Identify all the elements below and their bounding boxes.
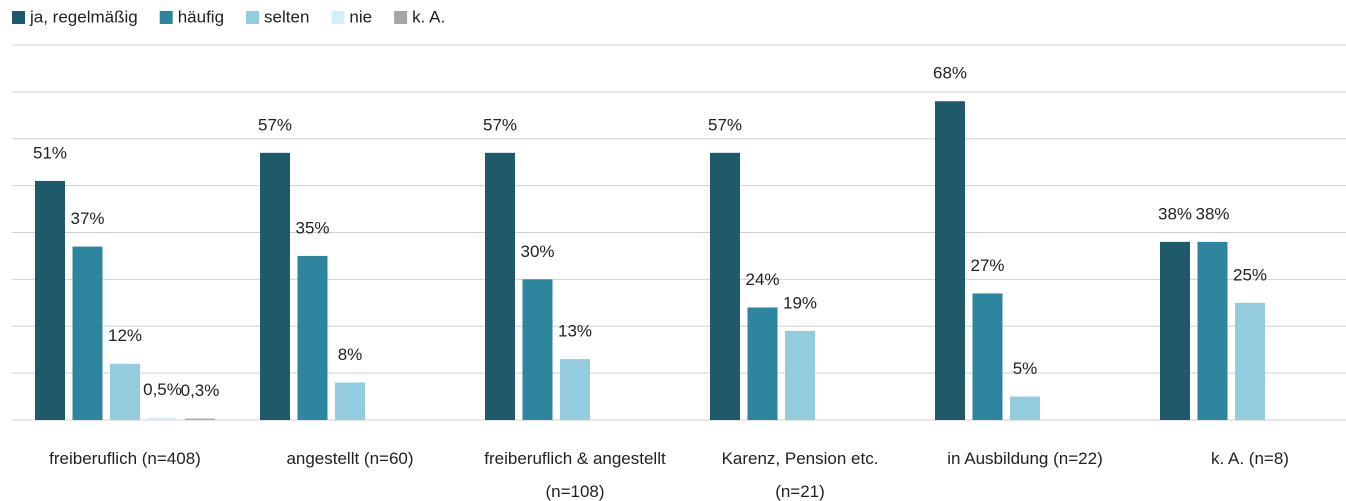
x-tick-label: freiberuflich & angestellt (n=108) bbox=[484, 449, 666, 501]
legend-label: häufig bbox=[178, 7, 224, 26]
bar bbox=[1160, 241, 1190, 420]
legend-swatch bbox=[159, 11, 173, 24]
bar bbox=[972, 293, 1003, 420]
bar bbox=[110, 363, 140, 420]
bar bbox=[35, 180, 65, 420]
data-label: 38% bbox=[1158, 204, 1192, 223]
data-label: 25% bbox=[1233, 265, 1267, 284]
data-label: 12% bbox=[108, 326, 142, 345]
data-label: 35% bbox=[295, 218, 329, 237]
x-tick-label: angestellt (n=60) bbox=[286, 449, 414, 468]
x-tick-label: k. A. (n=8) bbox=[1211, 449, 1289, 468]
bar bbox=[560, 359, 590, 420]
legend-label: selten bbox=[264, 7, 309, 26]
bar bbox=[485, 152, 515, 420]
bar bbox=[72, 246, 103, 420]
legend-swatch bbox=[394, 11, 408, 24]
data-label: 27% bbox=[970, 256, 1004, 275]
data-label: 5% bbox=[1013, 359, 1038, 378]
data-label: 13% bbox=[558, 322, 592, 341]
data-label: 51% bbox=[33, 143, 67, 162]
x-tick-label: in Ausbildung (n=22) bbox=[947, 449, 1103, 468]
bar bbox=[147, 417, 178, 420]
data-label: 68% bbox=[933, 64, 967, 83]
data-label: 57% bbox=[483, 115, 517, 134]
data-label: 8% bbox=[338, 345, 363, 364]
data-label: 0,5% bbox=[143, 380, 182, 399]
bar bbox=[185, 418, 215, 420]
data-label: 30% bbox=[520, 242, 554, 261]
bar bbox=[747, 307, 778, 420]
data-label: 57% bbox=[258, 115, 292, 134]
data-label: 19% bbox=[783, 293, 817, 312]
legend-swatch bbox=[246, 11, 260, 24]
bar bbox=[1010, 396, 1040, 420]
data-label: 38% bbox=[1195, 204, 1229, 223]
data-label: 0,3% bbox=[181, 381, 220, 400]
data-label: 24% bbox=[745, 270, 779, 289]
bar bbox=[1235, 302, 1265, 420]
bar bbox=[260, 152, 290, 420]
legend-label: nie bbox=[349, 7, 372, 26]
legend-label: k. A. bbox=[412, 7, 445, 26]
data-label: 57% bbox=[708, 115, 742, 134]
data-label: 37% bbox=[70, 209, 104, 228]
bar bbox=[1197, 241, 1228, 420]
bar bbox=[710, 152, 740, 420]
bar bbox=[935, 101, 965, 420]
legend-swatch bbox=[331, 11, 345, 24]
x-tick-label: freiberuflich (n=408) bbox=[49, 449, 201, 468]
bar bbox=[335, 382, 365, 420]
legend-swatch bbox=[12, 11, 25, 24]
bar bbox=[522, 279, 553, 420]
x-tick-label: Karenz, Pension etc.(n=21) bbox=[721, 449, 879, 501]
bar bbox=[297, 255, 328, 420]
bar bbox=[785, 330, 815, 420]
legend-label: ja, regelmäßig bbox=[29, 7, 138, 26]
